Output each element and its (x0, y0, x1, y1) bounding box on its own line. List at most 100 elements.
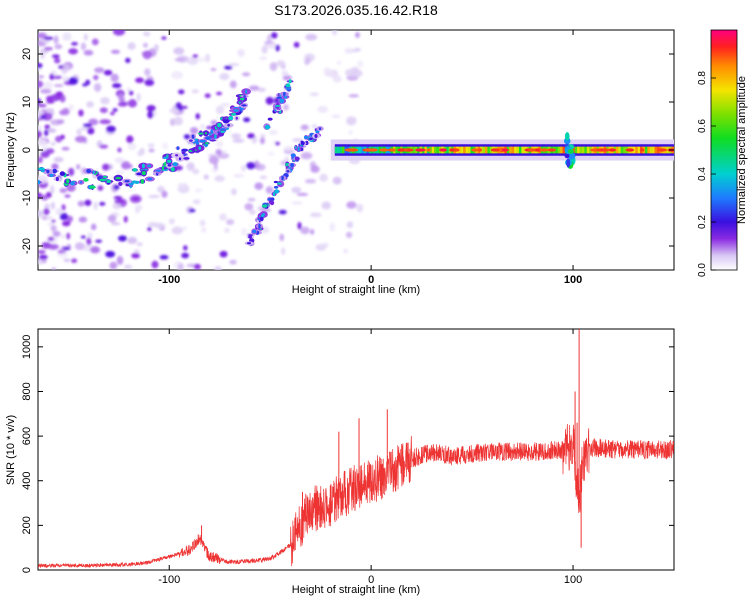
noise-blob (296, 192, 309, 196)
carrier-hotspot (625, 148, 635, 152)
noise-blob (135, 204, 143, 211)
noise-blob (39, 88, 52, 94)
noise-blob (336, 60, 342, 65)
noise-blob (68, 104, 74, 111)
ridge-core (210, 129, 214, 134)
noise-blob (215, 140, 224, 147)
ridge-core (204, 142, 209, 145)
noise-blob (76, 128, 82, 136)
noise-blob (247, 133, 255, 139)
noise-blob (269, 62, 278, 72)
noise-blob (53, 156, 64, 163)
colorbar-gradient (710, 29, 738, 271)
ridge-core (166, 159, 172, 163)
noise-blob (123, 215, 128, 223)
noise-blob (275, 44, 280, 52)
ridge-core (286, 83, 290, 87)
ridge-core (49, 173, 54, 177)
noise-blob (348, 94, 359, 98)
noise-blob (137, 150, 143, 157)
noise-blob (62, 246, 70, 251)
noise-blob (143, 42, 148, 48)
ridge-core (303, 135, 309, 139)
carrier-hotspot (471, 148, 480, 152)
carrier-cell (623, 146, 626, 154)
carrier-cell (654, 146, 658, 154)
carrier-cell (577, 146, 580, 154)
ridge-core (277, 182, 282, 185)
noise-blob (86, 237, 92, 246)
ridge-core (79, 181, 83, 184)
noise-blob (254, 182, 264, 190)
noise-blob (297, 221, 302, 230)
noise-blob (40, 150, 50, 158)
noise-blob (38, 67, 43, 71)
noise-blob (113, 184, 120, 190)
carrier-hotspot (364, 148, 372, 152)
noise-blob (62, 32, 72, 41)
noise-blob (346, 201, 357, 209)
ridge-core (83, 177, 89, 182)
carrier-hotspot (528, 148, 536, 152)
carrier-hotspot (477, 148, 482, 152)
noise-blob (40, 114, 47, 120)
ridge-core (272, 191, 276, 197)
noise-blob (87, 232, 93, 239)
noise-blob (183, 134, 191, 140)
noise-blob (293, 41, 300, 48)
noise-blob (332, 30, 337, 36)
y-tick-label: -10 (21, 190, 33, 206)
ridge-core (279, 98, 285, 104)
noise-blob (54, 44, 63, 50)
noise-blob (38, 130, 42, 139)
ridge-core (243, 95, 246, 98)
noise-blob (311, 124, 318, 129)
noise-blob (128, 90, 134, 96)
noise-blob (43, 81, 53, 90)
ridge-trace (263, 79, 294, 131)
noise-blob (171, 226, 183, 235)
ridge-core (204, 132, 208, 135)
ridge-core (189, 139, 193, 142)
noise-blob (224, 227, 230, 234)
noise-blob (50, 185, 55, 194)
noise-blob (332, 176, 342, 185)
carrier-cell (436, 146, 440, 154)
ridge-core (175, 154, 179, 157)
noise-blob (61, 146, 70, 151)
noise-blob (270, 32, 278, 39)
spectrogram-xlabel: Height of straight line (km) (292, 284, 420, 296)
noise-blob (221, 150, 226, 155)
noise-blob (88, 118, 99, 126)
ridge-core (59, 171, 66, 176)
carrier-cell (342, 146, 345, 154)
carrier-cell (487, 146, 491, 154)
noise-blob (355, 31, 360, 39)
burst-blob (567, 149, 574, 154)
noise-blob (162, 142, 169, 150)
ridge-core (55, 176, 59, 182)
noise-blob (131, 252, 140, 259)
noise-blob (95, 239, 103, 243)
noise-blob (64, 194, 71, 198)
colorbar-tick-label: 0.2 (697, 215, 708, 229)
carrier-hotspot (389, 148, 396, 152)
noise-blob (346, 116, 357, 126)
noise-blob (48, 243, 59, 250)
noise-blob (127, 236, 138, 245)
noise-blob (99, 144, 109, 149)
x-tick-label: 100 (564, 274, 582, 286)
noise-blob (171, 71, 184, 80)
noise-blob (279, 233, 285, 242)
noise-blob (193, 263, 201, 270)
carrier-hotspot (602, 148, 610, 152)
noise-blob (90, 246, 101, 254)
noise-blob (228, 62, 240, 67)
noise-blob (80, 42, 87, 51)
noise-blob (265, 96, 274, 105)
ridge-core (233, 109, 239, 112)
snr-content (38, 329, 674, 569)
noise-blob (50, 141, 56, 146)
